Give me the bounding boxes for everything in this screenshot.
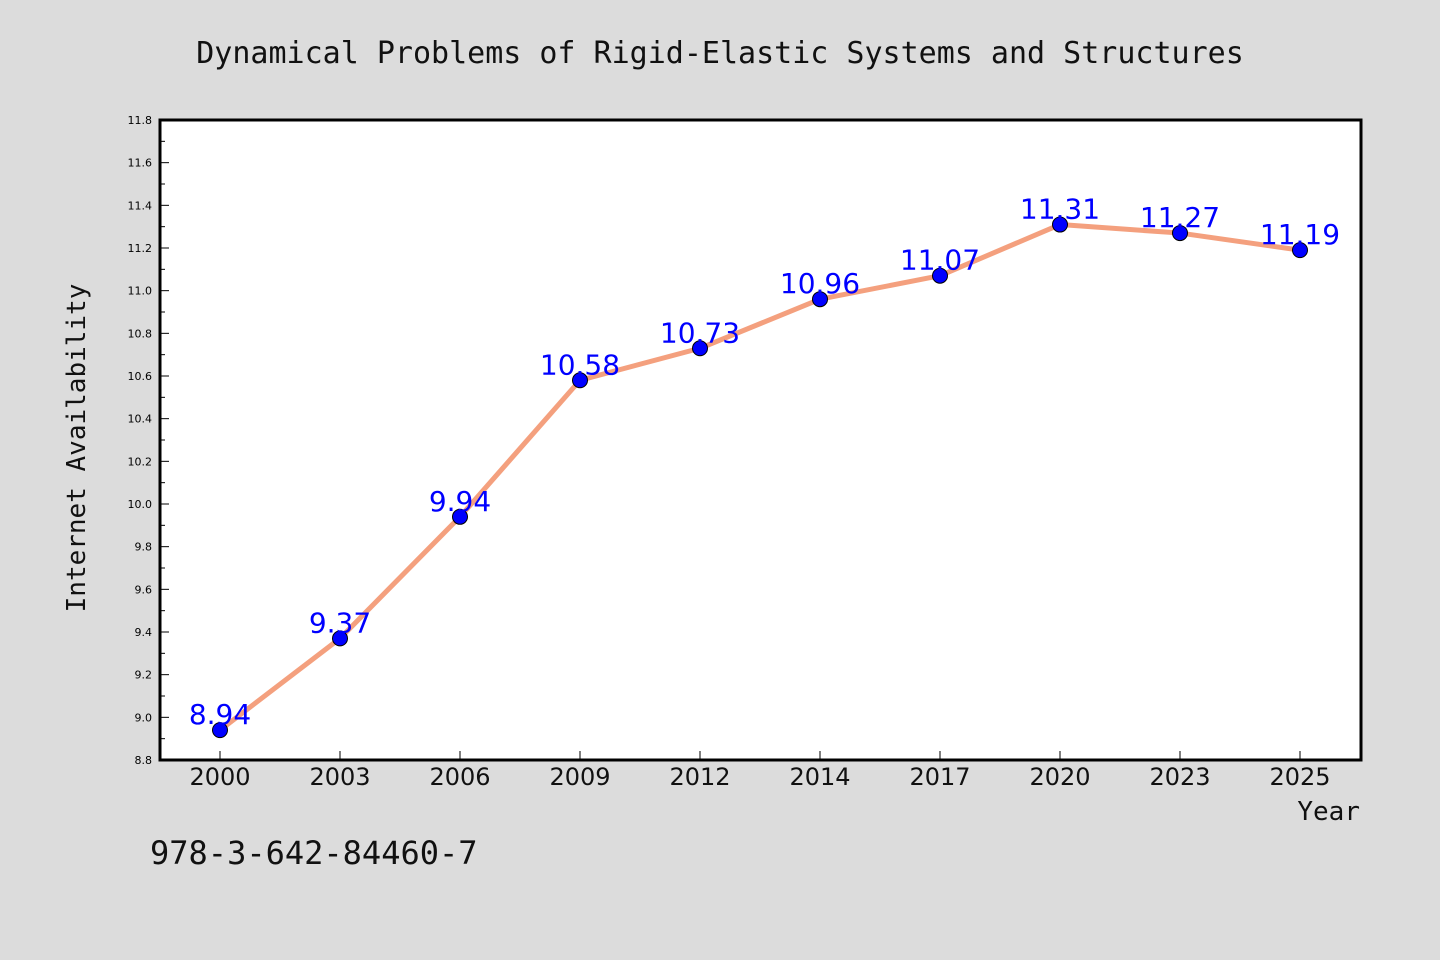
- data-label: 9.94: [429, 485, 491, 518]
- x-tick-label: 2017: [909, 763, 970, 791]
- data-point: [1292, 242, 1308, 259]
- y-tick-label: 9.8: [135, 541, 153, 554]
- plot-area: [160, 120, 1361, 760]
- data-point: [1172, 225, 1188, 242]
- y-tick-label: 9.0: [135, 711, 153, 724]
- y-tick-label: 9.6: [135, 583, 153, 596]
- data-label: 11.07: [900, 244, 980, 277]
- plot-frame: [158, 118, 1363, 762]
- y-axis-label: Internet Availability: [62, 284, 92, 613]
- y-tick-label: 11.8: [128, 114, 153, 127]
- data-point: [1052, 216, 1068, 233]
- data-label: 9.37: [309, 606, 371, 639]
- data-point: [812, 291, 828, 308]
- x-tick-label: 2009: [549, 763, 610, 791]
- data-label: 11.31: [1020, 193, 1100, 226]
- data-point: [452, 508, 468, 525]
- x-tick-label: 2014: [789, 763, 850, 791]
- data-point: [332, 630, 348, 647]
- data-label: 10.73: [660, 316, 740, 349]
- y-axis: 8.8 9.0 9.2 9.4 9.6 9.8 10.0 10.2 10.4 10.6 10.8 11…: [128, 114, 169, 767]
- y-tick-label: 10.6: [128, 370, 153, 383]
- y-tick-label: 11.4: [128, 199, 153, 212]
- y-tick-label: 10.2: [128, 455, 153, 468]
- data-label: 8.94: [189, 698, 251, 731]
- y-tick-label: 11.0: [128, 285, 153, 298]
- y-tick-label: 11.2: [128, 242, 153, 255]
- x-tick-label: 2020: [1029, 763, 1090, 791]
- y-tick-label: 8.8: [135, 754, 153, 767]
- y-tick-label: 11.6: [128, 157, 153, 170]
- y-tick-label: 9.4: [135, 626, 153, 639]
- x-tick-label: 2012: [669, 763, 730, 791]
- x-tick-label: 2025: [1269, 763, 1330, 791]
- data-point: [692, 340, 708, 357]
- data-point: [572, 372, 588, 389]
- x-axis: 2000 2003 2006 2009 2012 2014 2017 2020 2023 2025: [189, 751, 1331, 791]
- y-tick-label: 9.2: [135, 669, 153, 682]
- y-tick-label: 10.8: [128, 327, 153, 340]
- data-label: 10.96: [780, 267, 860, 300]
- x-tick-label: 2006: [429, 763, 490, 791]
- y-tick-label: 10.0: [128, 498, 153, 511]
- x-tick-label: 2023: [1149, 763, 1210, 791]
- data-point: [212, 722, 228, 739]
- data-label: 11.19: [1260, 218, 1340, 251]
- chart-title: Dynamical Problems of Rigid-Elastic Syst…: [196, 36, 1244, 71]
- data-point: [932, 267, 948, 284]
- data-label: 10.58: [540, 348, 620, 381]
- x-tick-label: 2003: [309, 763, 370, 791]
- series-line: [217, 222, 1303, 733]
- series-group: 8.94 9.37 9.94 10.58 10.73 10.96 11.07 11.31 11.…: [189, 193, 1340, 739]
- y-tick-label: 10.4: [128, 413, 153, 426]
- x-tick-label: 2000: [189, 763, 250, 791]
- x-axis-label: Year: [1297, 797, 1360, 827]
- isbn-text: 978-3-642-84460-7: [150, 834, 478, 872]
- data-label: 11.27: [1140, 201, 1220, 234]
